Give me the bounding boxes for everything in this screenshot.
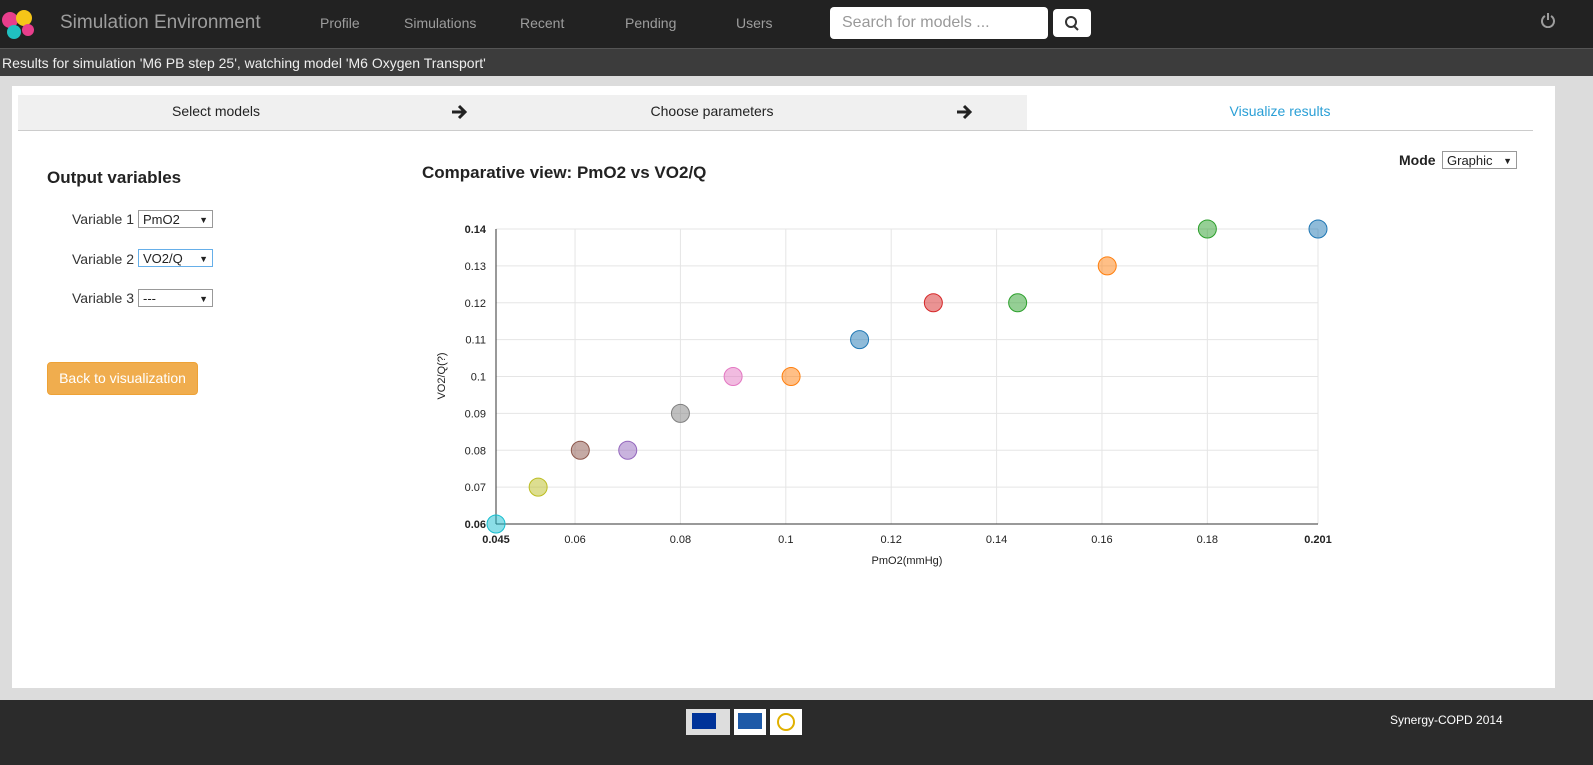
- x-tick-label: 0.18: [1197, 534, 1218, 546]
- variable-select[interactable]: PmO2: [138, 210, 213, 229]
- footer-text: Synergy-COPD 2014: [1390, 713, 1503, 727]
- search-button[interactable]: [1053, 9, 1091, 37]
- y-tick-label: 0.12: [465, 298, 486, 310]
- point: [1197, 219, 1217, 239]
- nav-pending[interactable]: Pending: [625, 15, 677, 31]
- y-tick-label: 0.07: [465, 482, 486, 494]
- back-button[interactable]: Back to visualization: [47, 362, 198, 395]
- point: [528, 477, 548, 497]
- navbar: [0, 0, 1593, 48]
- variable-select[interactable]: VO2/Q: [138, 249, 213, 268]
- arrow-icon: [957, 104, 973, 120]
- point: [570, 440, 590, 460]
- x-tick-label: 0.08: [670, 534, 691, 546]
- y-tick-label: 0.14: [465, 224, 487, 236]
- point: [670, 403, 690, 423]
- variable-select[interactable]: ---: [138, 289, 213, 308]
- point: [923, 293, 943, 313]
- search-input[interactable]: Search for models ...: [830, 7, 1048, 39]
- nav-simulations[interactable]: Simulations: [404, 15, 477, 31]
- chart-title: Comparative view: PmO2 vs VO2/Q: [422, 163, 706, 182]
- x-tick-label: 0.14: [986, 534, 1007, 546]
- y-tick-label: 0.11: [465, 335, 486, 347]
- content-panel: [12, 86, 1555, 688]
- x-tick-label: 0.06: [564, 534, 585, 546]
- wizard-steps: Select models Choose parameters Visualiz…: [18, 95, 1533, 131]
- nav-profile[interactable]: Profile: [320, 15, 360, 31]
- variable-label: Variable 2: [72, 251, 135, 267]
- mode-select[interactable]: Graphic: [1442, 151, 1517, 170]
- x-tick-label: 0.201: [1304, 534, 1332, 546]
- y-tick-label: 0.09: [465, 408, 486, 420]
- point: [1097, 256, 1117, 276]
- point: [781, 367, 801, 386]
- variable-label: Variable 3: [72, 290, 135, 306]
- step[interactable]: Select models: [172, 103, 260, 119]
- x-axis-label: PmO2(mmHg): [872, 555, 943, 567]
- x-tick-label: 0.16: [1091, 534, 1112, 546]
- variable-label: Variable 1: [72, 211, 135, 227]
- step-active[interactable]: Visualize results: [1027, 95, 1533, 130]
- y-tick-label: 0.08: [465, 445, 486, 457]
- nav-recent[interactable]: Recent: [520, 15, 565, 31]
- brand[interactable]: Simulation Environment: [60, 12, 261, 33]
- point: [618, 440, 638, 460]
- mode-label: Mode: [1399, 152, 1436, 168]
- point: [1008, 293, 1028, 313]
- y-axis-label: VO2/Q(?): [436, 352, 448, 399]
- point: [486, 514, 506, 534]
- logo[interactable]: [0, 5, 40, 41]
- sidebar-title: Output variables: [47, 168, 182, 187]
- x-tick-label: 0.12: [880, 534, 901, 546]
- status-bar: Results for simulation 'M6 PB step 25', …: [0, 48, 1593, 76]
- arrow-icon: [452, 104, 468, 120]
- footer-logos: [686, 709, 802, 735]
- y-tick-label: 0.1: [471, 372, 486, 384]
- point: [723, 367, 743, 386]
- x-tick-label: 0.1: [778, 534, 793, 546]
- chart: Comparative view: PmO2 vs VO2/Q PmO2(mmH…: [422, 163, 1332, 567]
- point: [1308, 219, 1328, 239]
- y-tick-label: 0.13: [465, 261, 486, 273]
- point: [850, 330, 870, 350]
- power-button[interactable]: [1540, 12, 1556, 28]
- nav-users[interactable]: Users: [736, 15, 773, 31]
- x-tick-label: 0.045: [482, 534, 510, 546]
- y-tick-label: 0.06: [465, 519, 486, 531]
- step[interactable]: Choose parameters: [650, 103, 774, 119]
